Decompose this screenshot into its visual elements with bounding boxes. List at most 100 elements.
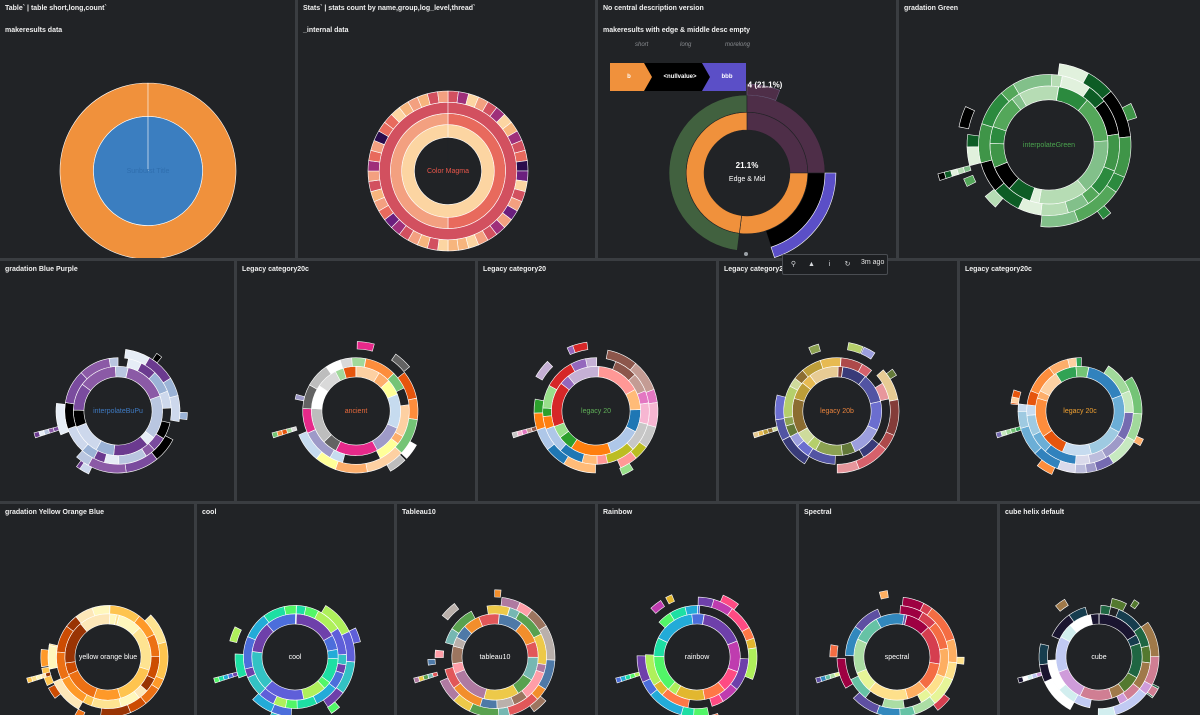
sunburst-segment[interactable]: [271, 431, 279, 439]
sunburst-segment[interactable]: [984, 188, 1004, 208]
pager-dot[interactable]: [744, 252, 748, 256]
sunburst-segment[interactable]: [1010, 396, 1020, 404]
search-icon[interactable]: ⚲: [790, 261, 797, 268]
sunburst-segment[interactable]: [1085, 461, 1098, 474]
sunburst-segment[interactable]: [100, 704, 132, 715]
breadcrumb-item-long[interactable]: <nullvalue>: [644, 63, 710, 91]
sunburst-segment[interactable]: [234, 653, 248, 679]
sunburst-segment[interactable]: [33, 431, 41, 439]
sunburst-segment[interactable]: [407, 397, 419, 421]
sunburst-segment[interactable]: [1133, 435, 1144, 447]
sunburst-segment[interactable]: [719, 594, 739, 611]
sunburst-segment[interactable]: [1121, 103, 1138, 121]
sunburst-segment[interactable]: [860, 346, 876, 360]
sunburst-segment[interactable]: [886, 368, 897, 380]
sunburst-segment[interactable]: [867, 400, 882, 431]
sunburst-segment[interactable]: [854, 608, 882, 632]
sunburst-segment[interactable]: [697, 596, 715, 608]
sunburst-segment[interactable]: [1017, 676, 1025, 684]
sunburst-segment[interactable]: [252, 693, 275, 713]
sunburst-segment[interactable]: [966, 146, 982, 167]
sunburst-segment[interactable]: [1017, 403, 1028, 412]
sunburst-segment[interactable]: [774, 394, 786, 421]
sunburst-chart[interactable]: legacy 20: [478, 261, 716, 501]
sunburst-segment[interactable]: [283, 605, 297, 616]
sunburst-segment[interactable]: [1040, 201, 1069, 216]
sunburst-segment[interactable]: [808, 343, 821, 355]
sunburst-segment[interactable]: [1096, 205, 1112, 220]
sunburst-segment[interactable]: [1130, 599, 1140, 610]
sunburst-segment[interactable]: [847, 342, 864, 354]
sunburst-segment[interactable]: [1109, 598, 1127, 612]
sunburst-segment[interactable]: [885, 399, 900, 436]
sunburst-chart[interactable]: yellow orange blue: [0, 504, 194, 715]
sunburst-segment[interactable]: [91, 605, 111, 617]
sunburst-chart[interactable]: 21.1% Edge & Mid 4 (21.1%): [598, 0, 896, 258]
sunburst-segment[interactable]: [585, 357, 598, 368]
sunburst-segment[interactable]: [169, 395, 181, 422]
sunburst-segment[interactable]: [103, 453, 120, 465]
refresh-icon[interactable]: ↻: [844, 261, 851, 268]
sunburst-segment[interactable]: [285, 699, 298, 709]
sunburst-segment[interactable]: [434, 649, 445, 658]
sunburst-segment[interactable]: [337, 654, 347, 666]
sunburst-segment[interactable]: [356, 341, 375, 352]
sunburst-segment[interactable]: [1074, 454, 1091, 465]
sunburst-segment[interactable]: [447, 90, 459, 104]
sunburst-segment[interactable]: [93, 116, 203, 226]
sunburst-segment[interactable]: [1067, 357, 1078, 368]
sunburst-segment[interactable]: [684, 605, 698, 616]
sunburst-segment[interactable]: [1075, 366, 1090, 378]
sunburst-segment[interactable]: [26, 676, 34, 684]
sunburst-segment[interactable]: [868, 681, 909, 701]
sunburst-segment[interactable]: [542, 407, 552, 417]
breadcrumb-item-morelong[interactable]: bbb: [702, 63, 746, 91]
sunburst-segment[interactable]: [55, 403, 70, 436]
sunburst-segment[interactable]: [878, 590, 889, 600]
sunburst-segment[interactable]: [179, 412, 188, 421]
sunburst-segment[interactable]: [995, 431, 1003, 439]
sunburst-segment[interactable]: [852, 691, 880, 714]
sunburst-segment[interactable]: [616, 451, 637, 469]
sunburst-segment[interactable]: [533, 398, 545, 414]
sunburst-segment[interactable]: [387, 393, 401, 429]
sunburst-segment[interactable]: [1055, 636, 1071, 673]
sunburst-segment[interactable]: [937, 171, 947, 181]
sunburst-segment[interactable]: [1036, 459, 1056, 475]
sunburst-segment[interactable]: [1040, 210, 1079, 228]
sunburst-segment[interactable]: [386, 454, 406, 472]
sunburst-segment[interactable]: [1038, 643, 1050, 666]
sunburst-segment[interactable]: [1097, 706, 1116, 715]
sunburst-segment[interactable]: [413, 676, 421, 684]
sunburst-segment[interactable]: [391, 353, 411, 373]
sunburst-segment[interactable]: [836, 460, 860, 474]
sunburst-segment[interactable]: [1090, 613, 1100, 625]
sunburst-segment[interactable]: [334, 460, 368, 474]
sunburst-segment[interactable]: [93, 687, 121, 701]
sunburst-segment[interactable]: [1100, 605, 1112, 616]
sunburst-segment[interactable]: [836, 658, 854, 689]
sunburst-segment[interactable]: [1075, 357, 1082, 367]
sunburst-segment[interactable]: [437, 238, 449, 252]
sunburst-segment[interactable]: [815, 676, 823, 684]
sunburst-segment[interactable]: [727, 640, 741, 673]
sunburst-segment[interactable]: [451, 645, 464, 665]
sunburst-segment[interactable]: [691, 613, 705, 625]
sunburst-chart[interactable]: Color Magma: [298, 0, 595, 258]
sunburst-segment[interactable]: [48, 643, 59, 648]
sunburst-chart[interactable]: interpolateGreen: [899, 0, 1200, 258]
sunburst-segment[interactable]: [1147, 685, 1159, 698]
sunburst-segment[interactable]: [48, 684, 62, 699]
inspect-icon[interactable]: i: [828, 261, 831, 268]
sunburst-segment[interactable]: [497, 706, 510, 715]
sunburst-segment[interactable]: [963, 174, 977, 187]
sunburst-segment[interactable]: [770, 172, 837, 258]
sunburst-segment[interactable]: [615, 676, 623, 684]
sunburst-chart[interactable]: spectral: [799, 504, 997, 715]
sunburst-segment[interactable]: [529, 695, 547, 713]
sunburst-segment[interactable]: [638, 402, 650, 425]
sunburst-segment[interactable]: [367, 160, 381, 172]
sunburst-segment[interactable]: [322, 687, 344, 708]
sunburst-segment[interactable]: [693, 707, 710, 715]
breadcrumb-item-short[interactable]: b: [610, 63, 654, 91]
